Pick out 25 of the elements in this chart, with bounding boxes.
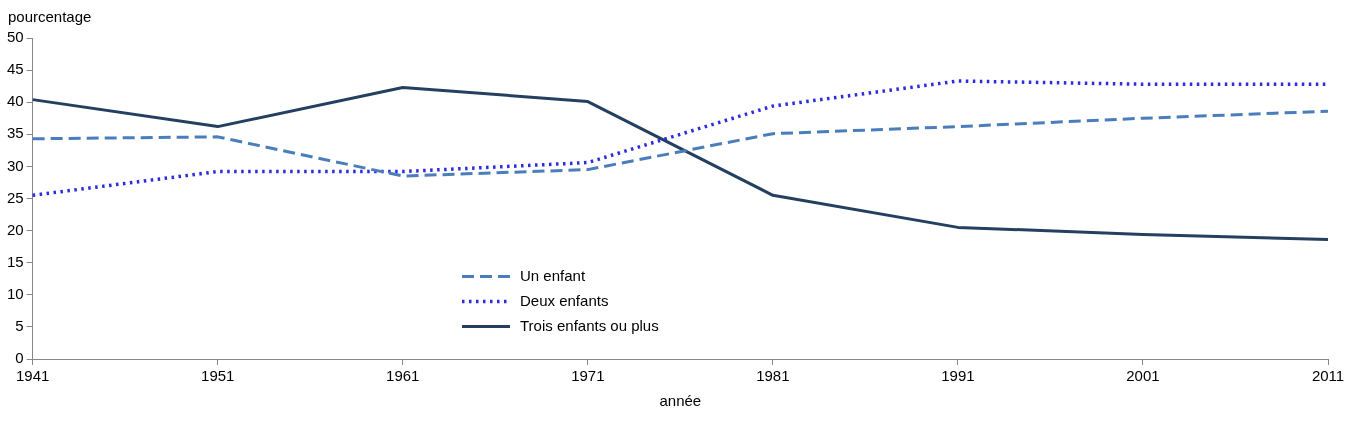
y-axis-title: pourcentage xyxy=(8,8,92,25)
x-tick-label: 1981 xyxy=(756,367,790,385)
y-tick-label: 25 xyxy=(7,188,24,206)
y-tick-label: 35 xyxy=(7,124,24,142)
x-tick-label: 2011 xyxy=(1311,367,1345,385)
y-tick-label: 40 xyxy=(7,92,24,110)
y-tick-label: 20 xyxy=(7,220,24,238)
y-tick-label: 30 xyxy=(7,156,24,174)
legend-label: Deux enfants xyxy=(520,291,609,309)
y-tick-label: 45 xyxy=(7,60,24,78)
x-tick-label: 1951 xyxy=(201,367,235,385)
y-tick-label: 0 xyxy=(15,349,24,367)
y-tick-label: 15 xyxy=(7,252,24,270)
x-tick-label: 1991 xyxy=(941,367,975,385)
x-tick-label: 1941 xyxy=(16,367,50,385)
x-tick-label: 2001 xyxy=(1126,367,1160,385)
y-tick-label: 10 xyxy=(7,284,24,302)
legend-label: Un enfant xyxy=(520,266,586,284)
x-axis-title: année xyxy=(659,392,702,410)
y-tick-label: 5 xyxy=(15,317,24,335)
x-tick-label: 1971 xyxy=(571,367,605,385)
y-tick-label: 50 xyxy=(7,28,24,46)
x-tick-label: 1961 xyxy=(386,367,420,385)
line-series xyxy=(31,109,1330,178)
legend-label: Trois enfants ou plus xyxy=(520,316,659,334)
